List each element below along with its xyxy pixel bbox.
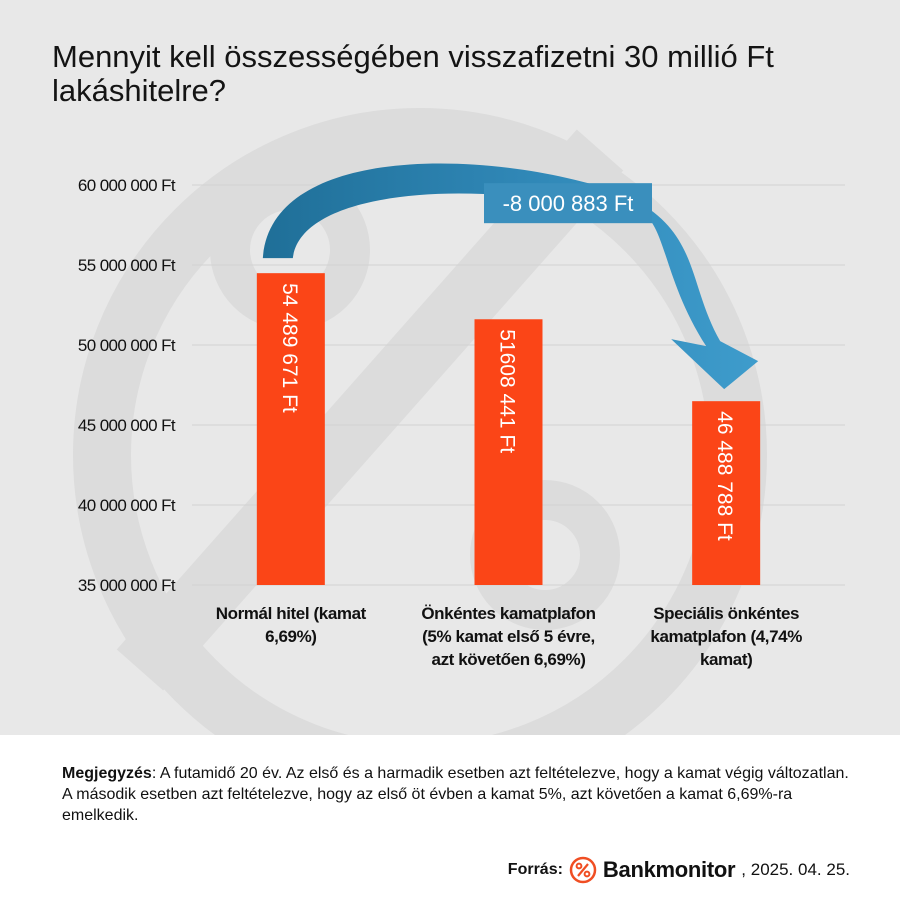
y-tick-label: 45 000 000 Ft bbox=[78, 416, 176, 435]
x-category-label-line: kamatplafon (4,74% bbox=[650, 627, 802, 646]
source-date: , 2025. 04. 25. bbox=[741, 860, 850, 879]
x-category-label: Speciális önkéntes kamatplafon (4,74% kama… bbox=[650, 604, 802, 669]
x-category-label-line: azt követően 6,69%) bbox=[432, 650, 586, 669]
x-category-label-line: Önkéntes kamatplafon bbox=[421, 604, 595, 623]
x-category-label: Normál hitel (kamat 6,69%) bbox=[216, 604, 367, 646]
footnote-text: : A futamidő 20 év. Az első és a harmadi… bbox=[62, 765, 849, 824]
y-tick-label: 40 000 000 Ft bbox=[78, 496, 176, 515]
y-tick-label: 55 000 000 Ft bbox=[78, 256, 176, 275]
y-tick-label: 60 000 000 Ft bbox=[78, 176, 176, 195]
footnote: Megjegyzés: A futamidő 20 év. Az első és… bbox=[62, 763, 862, 826]
percent-icon bbox=[569, 856, 597, 884]
y-tick-label: 50 000 000 Ft bbox=[78, 336, 176, 355]
bar-data-label: 46 488 788 Ft bbox=[713, 411, 736, 541]
difference-arrow bbox=[262, 163, 759, 390]
difference-label-box bbox=[484, 183, 652, 224]
x-category-label: Önkéntes kamatplafon (5% kamat első 5 évr… bbox=[421, 604, 595, 669]
bar-data-label: 51608 441 Ft bbox=[496, 329, 519, 453]
bar bbox=[692, 401, 761, 585]
footnote-label: Megjegyzés bbox=[62, 765, 152, 782]
source-line: Forrás: Bankmonitor , 2025. 04. 25. bbox=[508, 854, 850, 886]
bar-chart: 35 000 000 Ft 40 000 000 Ft 45 000 000 Ft 5… bbox=[78, 163, 845, 669]
y-tick-label: 35 000 000 Ft bbox=[78, 576, 176, 595]
chart-title: Mennyit kell összességében visszafizetni… bbox=[52, 39, 774, 108]
x-category-label-line: Normál hitel (kamat bbox=[216, 604, 367, 623]
bar bbox=[474, 319, 543, 585]
x-category-label-line: 6,69%) bbox=[265, 627, 316, 646]
x-category-label-line: Speciális önkéntes bbox=[653, 604, 799, 623]
chart-panel: Mennyit kell összességében visszafizetni… bbox=[0, 0, 900, 735]
x-category-label-line: (5% kamat első 5 évre, bbox=[422, 627, 595, 646]
difference-label: -8 000 883 Ft bbox=[503, 191, 634, 216]
source-label: Forrás: bbox=[507, 861, 563, 878]
x-category-label-line: kamat) bbox=[700, 650, 752, 669]
source-logo-text: Bankmonitor bbox=[602, 857, 736, 882]
bar bbox=[256, 273, 325, 585]
bar-data-label: 54 489 671 Ft bbox=[278, 283, 301, 413]
